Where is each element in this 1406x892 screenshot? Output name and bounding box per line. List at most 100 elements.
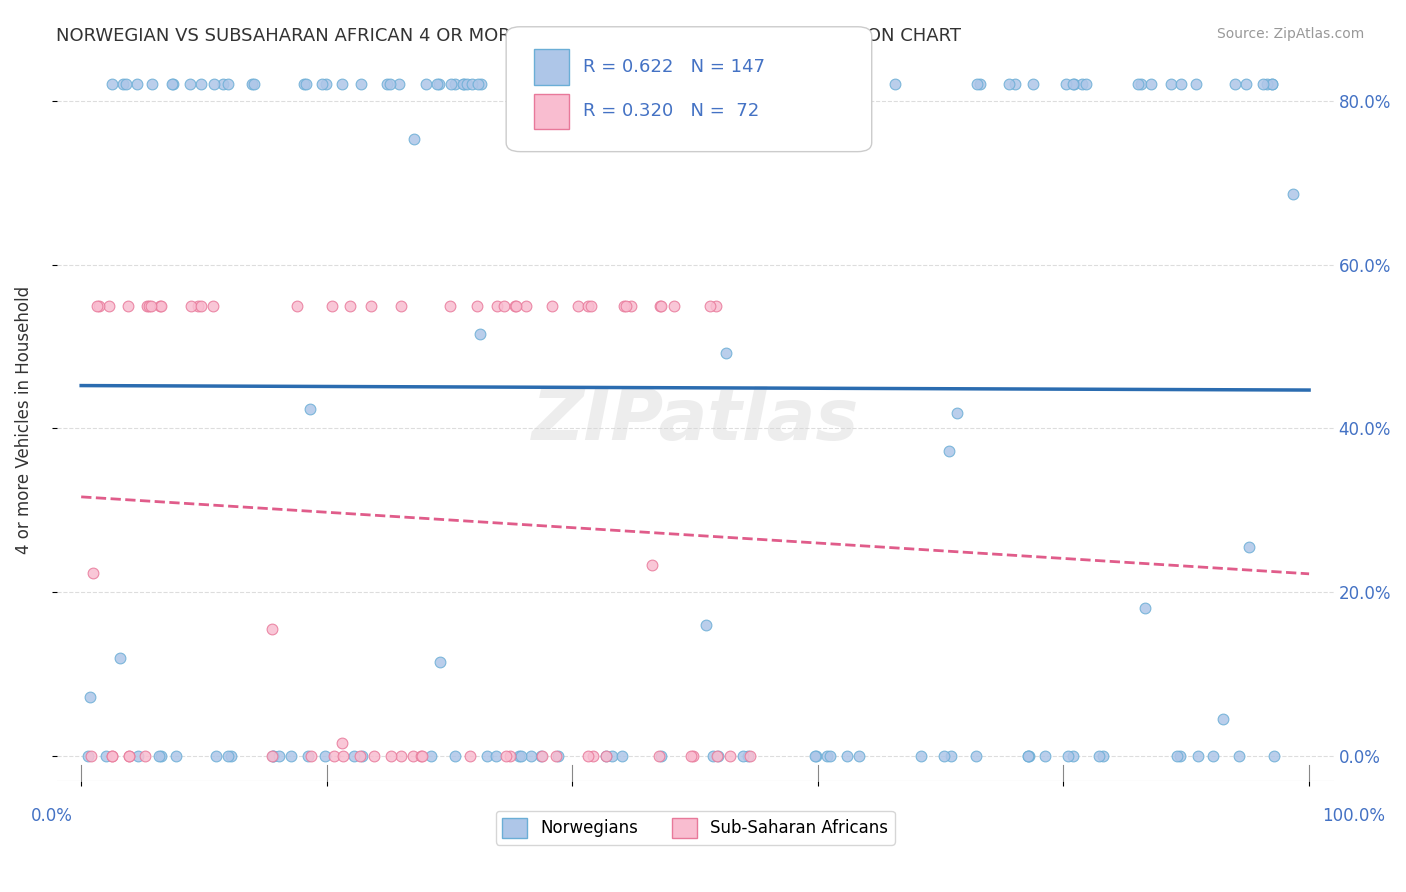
Point xyxy=(704,299,727,313)
Point xyxy=(576,749,599,764)
Point xyxy=(702,749,724,764)
Point xyxy=(451,77,474,91)
Point xyxy=(1126,77,1149,91)
Point xyxy=(380,749,402,764)
Point xyxy=(112,77,135,91)
Text: ZIPatlas: ZIPatlas xyxy=(531,385,859,455)
Point xyxy=(439,77,461,91)
Point xyxy=(148,749,170,764)
Point xyxy=(380,77,402,91)
Point xyxy=(404,132,426,146)
Point xyxy=(499,749,522,764)
Point xyxy=(411,749,433,764)
Point xyxy=(610,749,633,764)
Point xyxy=(682,749,704,764)
Point xyxy=(806,749,828,764)
Point xyxy=(508,749,530,764)
Point xyxy=(389,299,412,313)
Point xyxy=(695,617,717,632)
Point xyxy=(486,299,509,313)
Point xyxy=(515,299,537,313)
Point xyxy=(910,749,932,764)
Point xyxy=(530,749,553,764)
Point xyxy=(426,77,449,91)
Point xyxy=(492,299,515,313)
Point xyxy=(883,77,905,91)
Point xyxy=(1017,749,1039,764)
Point xyxy=(503,299,526,313)
Point xyxy=(419,749,441,764)
Point xyxy=(1057,749,1080,764)
Point xyxy=(1092,749,1115,764)
Point xyxy=(733,749,755,764)
Point xyxy=(648,299,671,313)
Point xyxy=(1087,749,1109,764)
Point xyxy=(1054,77,1077,91)
Point xyxy=(294,77,316,91)
Point xyxy=(1170,77,1192,91)
Point xyxy=(574,77,596,91)
Point xyxy=(759,77,782,91)
Text: R = 0.320   N =  72: R = 0.320 N = 72 xyxy=(583,103,759,120)
Point xyxy=(262,749,284,764)
Point xyxy=(138,299,160,313)
Point xyxy=(1212,713,1234,727)
Point xyxy=(1074,77,1097,91)
Point xyxy=(352,749,374,764)
Point xyxy=(295,77,318,91)
Point xyxy=(1130,77,1153,91)
Point xyxy=(311,77,333,91)
Point xyxy=(1187,749,1209,764)
Point xyxy=(582,749,605,764)
Point xyxy=(520,749,543,764)
Point xyxy=(96,749,118,764)
Point xyxy=(934,749,956,764)
Point xyxy=(546,749,568,764)
Point xyxy=(1237,541,1260,555)
Point xyxy=(1004,77,1026,91)
Point xyxy=(139,299,162,313)
Y-axis label: 4 or more Vehicles in Household: 4 or more Vehicles in Household xyxy=(15,286,32,554)
Legend: Norwegians, Sub-Saharan Africans: Norwegians, Sub-Saharan Africans xyxy=(495,811,894,845)
Point xyxy=(547,749,569,764)
Point xyxy=(202,77,225,91)
Point xyxy=(360,299,382,313)
Point xyxy=(80,749,103,764)
Point xyxy=(299,749,322,764)
Point xyxy=(160,77,183,91)
Point xyxy=(299,402,322,417)
Point xyxy=(714,346,737,360)
Point xyxy=(848,749,870,764)
Point xyxy=(429,655,451,669)
Point xyxy=(243,77,266,91)
Point xyxy=(1202,749,1225,764)
Point xyxy=(1184,77,1206,91)
Point xyxy=(315,77,337,91)
Point xyxy=(697,77,720,91)
Point xyxy=(818,749,841,764)
Point xyxy=(707,749,730,764)
Point xyxy=(125,77,148,91)
Point xyxy=(87,299,110,313)
Point xyxy=(262,749,284,764)
Point xyxy=(1062,77,1084,91)
Point xyxy=(108,650,131,665)
Point xyxy=(641,558,664,572)
Point xyxy=(835,749,858,764)
Point xyxy=(444,77,467,91)
Point xyxy=(600,749,623,764)
Point xyxy=(516,77,538,91)
Point xyxy=(314,749,336,764)
Point xyxy=(614,299,637,313)
Text: R = 0.622   N = 147: R = 0.622 N = 147 xyxy=(583,58,765,76)
Point xyxy=(681,77,703,91)
Point xyxy=(797,77,820,91)
Point xyxy=(1018,749,1040,764)
Point xyxy=(582,77,605,91)
Point xyxy=(737,749,759,764)
Point xyxy=(427,77,450,91)
Point xyxy=(136,299,159,313)
Text: 0.0%: 0.0% xyxy=(31,806,73,824)
Point xyxy=(79,690,101,704)
Point xyxy=(1017,749,1039,764)
